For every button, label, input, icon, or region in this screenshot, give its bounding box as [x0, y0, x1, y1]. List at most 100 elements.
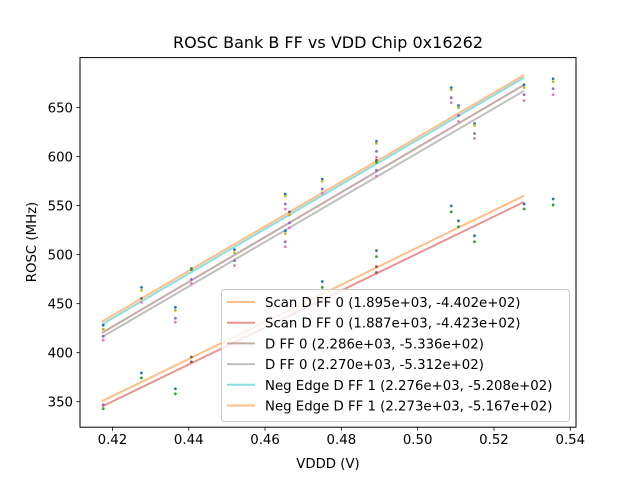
data-point: [457, 106, 460, 109]
data-point: [457, 225, 460, 229]
data-point: [233, 251, 236, 255]
data-point: [375, 140, 378, 143]
data-point: [375, 160, 378, 164]
legend-label-5: Neg Edge D FF 1 (2.273e+03, -5.167e+02): [265, 400, 552, 415]
data-point: [320, 179, 324, 183]
data-point: [101, 327, 105, 331]
chart-title: ROSC Bank B FF vs VDD Chip 0x16262: [173, 33, 483, 52]
data-point: [457, 219, 460, 223]
data-point: [551, 197, 555, 201]
data-point: [140, 296, 143, 300]
data-point: [375, 155, 378, 159]
data-point: [449, 88, 453, 92]
data-point: [449, 204, 453, 208]
data-point: [449, 96, 453, 100]
data-point: [101, 407, 105, 411]
data-point: [140, 371, 143, 375]
legend: Scan D FF 0 (1.895e+03, -4.402e+02) Scan …: [221, 289, 570, 422]
data-point: [522, 207, 526, 211]
data-point: [190, 268, 193, 271]
y-tick-label: 500: [48, 249, 73, 264]
data-point: [140, 376, 143, 380]
data-point: [101, 338, 105, 342]
data-point: [140, 300, 143, 304]
data-point: [320, 191, 324, 195]
data-point: [473, 132, 476, 135]
data-point: [173, 316, 177, 320]
data-point: [449, 101, 453, 104]
data-point: [551, 87, 555, 91]
x-tick-label: 0.46: [250, 433, 280, 448]
x-axis-label: VDDD (V): [296, 457, 360, 472]
legend-label-3: D FF 0 (2.270e+03, -5.312e+02): [265, 358, 484, 373]
y-tick-label: 550: [48, 200, 73, 215]
data-point: [449, 86, 453, 90]
legend-box: [221, 289, 570, 422]
y-axis-label: ROSC (MHz): [25, 202, 40, 282]
fit-line-2: [101, 84, 525, 334]
data-point: [473, 234, 476, 238]
data-point: [283, 229, 287, 233]
legend-label-1: Scan D FF 0 (1.887e+03, -4.423e+02): [265, 317, 520, 332]
legend-label-4: Neg Edge D FF 1 (2.276e+03, -5.208e+02): [265, 379, 552, 394]
data-point: [457, 120, 460, 123]
data-point: [101, 323, 105, 327]
data-point: [173, 320, 177, 324]
data-point: [173, 387, 177, 391]
data-point: [473, 124, 476, 127]
data-point: [375, 255, 378, 259]
data-point: [190, 355, 193, 359]
x-axis-ticks: 0.42 0.44 0.46 0.48 0.50 0.52 0.54: [98, 427, 585, 448]
legend-label-2: D FF 0 (2.286e+03, -5.336e+02): [265, 337, 484, 352]
data-point: [283, 245, 287, 249]
data-point: [233, 264, 236, 267]
data-point: [449, 210, 453, 214]
data-point: [173, 308, 177, 312]
fit-line-3: [101, 89, 525, 339]
y-tick-label: 650: [48, 102, 73, 117]
x-tick-label: 0.52: [479, 433, 509, 448]
data-point: [173, 392, 177, 396]
data-point: [283, 232, 287, 236]
data-point: [551, 80, 555, 84]
data-point: [190, 360, 193, 364]
data-point: [522, 83, 526, 87]
data-point: [457, 114, 460, 117]
data-point: [101, 334, 105, 338]
y-tick-label: 400: [48, 347, 73, 362]
x-tick-label: 0.54: [555, 433, 585, 448]
y-tick-label: 600: [48, 151, 73, 166]
data-point: [140, 289, 143, 292]
y-axis-ticks: 350 400 450 500 550 600 650: [48, 102, 80, 411]
data-point: [375, 149, 378, 153]
data-point: [375, 141, 378, 145]
data-point: [190, 278, 193, 281]
data-point: [190, 282, 193, 285]
x-tick-label: 0.48: [327, 433, 357, 448]
data-point: [288, 210, 291, 214]
data-point: [288, 213, 291, 217]
x-tick-label: 0.50: [403, 433, 433, 448]
data-point: [320, 280, 324, 283]
data-point: [283, 202, 287, 206]
data-point: [320, 187, 324, 191]
data-point: [473, 136, 476, 140]
data-point: [283, 194, 287, 198]
data-point: [551, 93, 555, 97]
data-point: [233, 248, 236, 252]
data-points: [101, 77, 555, 411]
data-point: [320, 177, 324, 181]
data-point: [375, 265, 378, 269]
data-point: [375, 271, 378, 274]
data-point: [522, 202, 526, 206]
data-point: [375, 168, 378, 172]
data-point: [101, 403, 105, 407]
y-tick-label: 350: [48, 396, 73, 411]
data-point: [551, 77, 555, 81]
data-point: [473, 240, 476, 244]
fit-line-5: [101, 74, 525, 323]
data-point: [522, 99, 526, 103]
fit-line-4: [101, 76, 525, 326]
data-point: [288, 226, 291, 230]
